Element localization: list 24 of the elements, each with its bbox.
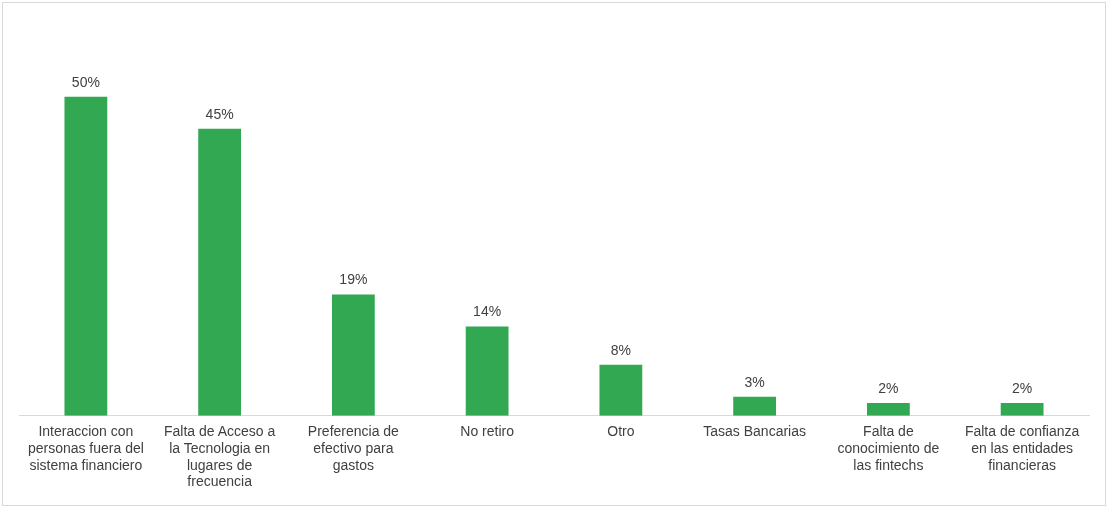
x-tick-label: Falta de confianza en las entidades financieras (964, 423, 1080, 473)
x-tick-label: Falta de Acceso a la Tecnologia en lugares de frecuencia (163, 423, 276, 490)
data-label: 2% (1012, 379, 1033, 396)
bar (866, 403, 910, 416)
data-label: 14% (473, 303, 502, 320)
data-label: 50% (71, 73, 100, 90)
x-tick-label: Interaccion con personas fuera del sistema financiero (27, 423, 144, 473)
data-label: 19% (339, 271, 368, 288)
bar (733, 396, 777, 416)
x-tick-label: Tasas Bancarias (703, 423, 806, 440)
bar (465, 326, 509, 416)
x-tick-label: Otro (607, 423, 635, 440)
bar (331, 294, 375, 416)
bar (64, 96, 108, 416)
data-label: 2% (878, 379, 899, 396)
data-label: 8% (610, 341, 631, 358)
bar (1000, 403, 1044, 416)
x-tick-label: Falta de conocimiento de las fintechs (837, 423, 940, 473)
data-label: 45% (205, 105, 234, 122)
x-tick-label: Preferencia de efectivo para gastos (307, 423, 400, 473)
data-label: 3% (744, 373, 765, 390)
bar (198, 128, 242, 416)
x-tick-label: No retiro (460, 423, 515, 440)
bar (599, 364, 643, 416)
